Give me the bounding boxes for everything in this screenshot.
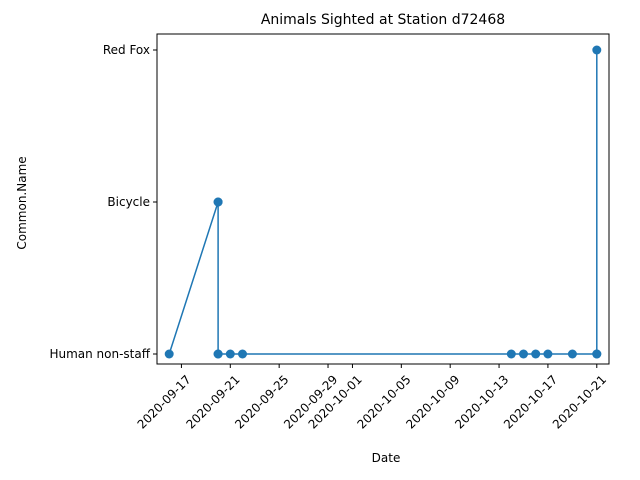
y-tick-label: Red Fox — [103, 43, 150, 57]
data-point — [506, 349, 516, 359]
data-point — [567, 349, 577, 359]
data-point — [543, 349, 553, 359]
data-point — [213, 349, 223, 359]
data-point — [519, 349, 528, 359]
data-point — [592, 349, 602, 359]
plot-area — [156, 33, 610, 365]
y-tick-label: Human non-staff — [49, 347, 150, 361]
y-tick-label: Bicycle — [107, 195, 150, 209]
x-axis-title: Date — [372, 451, 401, 465]
data-point — [225, 349, 235, 359]
y-axis: Human non-staff Bicycle Red Fox — [49, 43, 157, 361]
chart-title: Animals Sighted at Station d72468 — [261, 12, 505, 28]
data-point — [164, 349, 174, 359]
data-point — [238, 349, 247, 359]
x-axis: 2020-09-172020-09-212020-09-252020-09-29… — [135, 364, 609, 432]
data-point — [531, 349, 541, 359]
series-line — [164, 45, 602, 359]
y-axis-title: Common.Name — [15, 156, 29, 249]
data-point — [213, 197, 223, 207]
data-point — [592, 45, 602, 55]
series-path — [168, 50, 598, 355]
